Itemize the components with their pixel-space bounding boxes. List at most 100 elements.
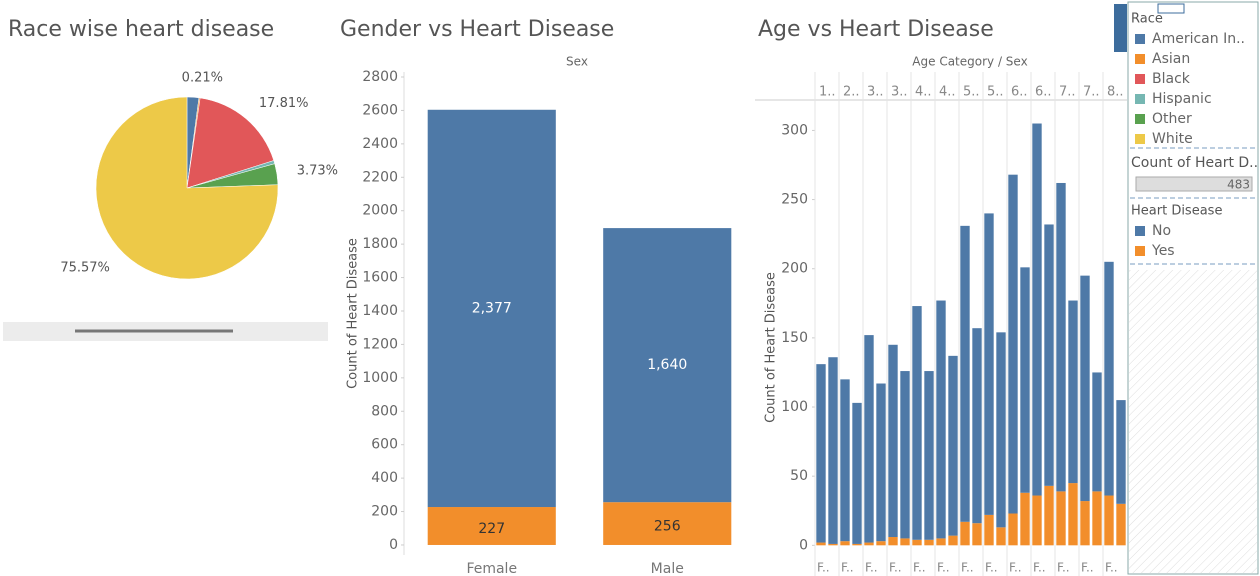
y-tick-label: 2600 [362,102,398,118]
data-label: 17.81% [259,96,309,111]
column-header: 2.. [843,85,860,100]
legend-panel [1127,1,1259,575]
y-tick-label: 300 [781,122,808,138]
bar-segment [1068,300,1078,484]
x-tick-label: F.. [1009,561,1022,575]
x-tick-label: F.. [985,561,998,575]
y-tick-label: 150 [781,330,808,346]
y-tick-label: 1400 [362,303,398,319]
column-header: 3.. [867,85,884,100]
y-tick-label: 0 [389,537,398,553]
drag-handle[interactable] [1157,3,1185,14]
bar-segment [996,332,1006,528]
pie-slice [95,96,279,280]
header: Age Category / Sex [912,55,1027,69]
bar-segment [1080,501,1090,546]
legend-label: Yes [1151,243,1175,259]
data-label: 227 [478,521,505,537]
legend-swatch [1135,114,1145,124]
bar-segment [1092,491,1102,546]
y-tick-label: 2000 [362,203,398,219]
bar-segment [924,539,934,546]
x-tick-label: F.. [1081,561,1094,575]
bar-segment [984,213,994,515]
legend-title: Heart Disease [1131,204,1222,219]
column-header: 3.. [891,85,908,100]
bar-segment [1008,513,1018,546]
x-tick-label: F.. [937,561,950,575]
y-tick-label: 0 [799,537,808,553]
size-legend-title: Count of Heart D.. [1131,155,1258,171]
size-bar [1135,176,1253,192]
bar-segment [840,379,850,542]
bar-segment [828,357,838,544]
legend-label: Asian [1152,51,1190,67]
x-tick-label: F.. [1057,561,1070,575]
bar-segment [900,538,910,546]
x-tick-label: Female [466,561,517,576]
pie-slice [186,97,275,189]
x-tick-label: F.. [1033,561,1046,575]
bar-segment [972,523,982,546]
bar-segment [816,542,826,546]
x-tick-label: F.. [865,561,878,575]
bar-segment [960,225,970,522]
y-tick-label: 2800 [362,69,398,85]
column-header: 6.. [1035,85,1052,100]
bar-segment [1044,485,1054,546]
chart-title: Gender vs Heart Disease [340,17,614,42]
bar-segment [1032,123,1042,496]
bar-segment [1092,372,1102,492]
bar-segment [1044,224,1054,486]
header: Sex [566,55,588,69]
bar-segment [1104,495,1114,546]
column-header: 1.. [819,85,836,100]
bar-segment [1116,503,1126,546]
bar-segment [996,527,1006,546]
bar-segment [427,507,556,545]
bar-segment [603,228,732,503]
bar-segment [1032,495,1042,546]
bar-segment [852,543,862,546]
legend-swatch [1135,74,1145,84]
data-label: 0.21% [182,71,223,86]
bar-segment [1020,492,1030,546]
data-label: 1,640 [647,357,687,373]
bar-segment [1080,275,1090,502]
bar-segment [1068,483,1078,546]
x-tick-label: F.. [889,561,902,575]
column-header: 5.. [963,85,980,100]
bar-segment [912,539,922,546]
y-tick-label: 100 [781,399,808,415]
bar-segment [960,521,970,546]
bar-segment [864,542,874,546]
y-tick-label: 1800 [362,236,398,252]
bar-segment [876,383,886,542]
y-tick-label: 600 [371,437,398,453]
bar-segment [936,300,946,539]
legend-swatch [1135,94,1145,104]
panel-toolbar[interactable] [1114,4,1127,52]
column-header: 7.. [1083,85,1100,100]
y-tick-label: 1200 [362,336,398,352]
column-header: 4.. [915,85,932,100]
x-tick-label: F.. [841,561,854,575]
legend-label: Other [1152,111,1192,127]
y-tick-label: 2400 [362,136,398,152]
y-tick-label: 200 [371,504,398,520]
y-tick-label: 400 [371,470,398,486]
y-tick-label: 200 [781,261,808,277]
x-tick-label: F.. [913,561,926,575]
bar-segment [888,344,898,538]
column-header: 8.. [1107,85,1124,100]
y-tick-label: 800 [371,403,398,419]
data-label: 2,377 [472,300,512,316]
y-tick-label: 1600 [362,270,398,286]
legend-label: No [1152,223,1171,239]
bar-segment [864,335,874,543]
bar-segment [1008,174,1018,514]
hatch [1129,270,1257,573]
legend-swatch [1135,34,1145,44]
bar-segment [900,371,910,539]
y-tick-label: 250 [781,192,808,208]
